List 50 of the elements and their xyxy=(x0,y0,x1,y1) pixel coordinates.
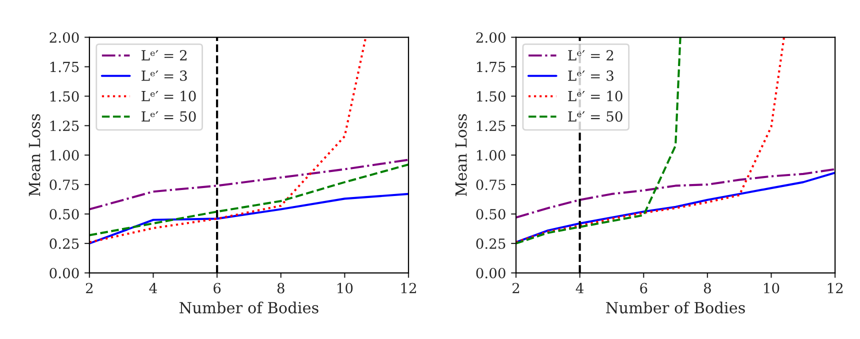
line-series xyxy=(516,172,836,244)
y-tick-label: 1.75 xyxy=(50,62,79,72)
x-tick-label: 12 xyxy=(828,282,843,294)
y-tick-label: 0.75 xyxy=(50,180,79,190)
y-tick-label: 1.00 xyxy=(50,150,79,161)
y-tick-label: 1.50 xyxy=(50,91,79,102)
legend-label: Lᵉ′ = 10 xyxy=(142,90,196,102)
x-axis-title: Number of Bodies xyxy=(180,302,318,314)
y-tick-label: 0.75 xyxy=(476,180,506,190)
y-tick-label: 0.25 xyxy=(50,238,79,249)
line-series xyxy=(516,168,836,219)
x-tick-label: 10 xyxy=(338,282,353,294)
line-series xyxy=(89,192,408,244)
y-tick-label: 1.75 xyxy=(477,62,506,72)
y-tick-label: 1.25 xyxy=(50,120,79,132)
x-tick-label: 6 xyxy=(640,282,648,294)
y-tick-label: 1.25 xyxy=(477,120,506,132)
line-series xyxy=(89,163,408,236)
legend-label: Lᵉ′ = 2 xyxy=(142,50,187,60)
x-tick-label: 10 xyxy=(764,282,780,294)
legend-label: Lᵉ′ = 3 xyxy=(568,70,614,81)
y-axis-title: Mean Loss xyxy=(28,114,40,196)
x-tick-label: 6 xyxy=(214,282,221,294)
y-tick-label: 1.00 xyxy=(477,150,506,161)
line-series xyxy=(516,37,682,244)
x-tick-label: 2 xyxy=(86,282,92,294)
x-tick-label: 8 xyxy=(704,282,711,294)
y-tick-label: 2.00 xyxy=(476,32,506,43)
y-axis-title: Mean Loss xyxy=(455,114,467,196)
line-series xyxy=(516,37,786,244)
x-tick-label: 4 xyxy=(149,282,157,294)
y-tick-label: 0.25 xyxy=(476,238,506,249)
y-tick-label: 1.50 xyxy=(477,91,506,102)
legend-label: Lᵉ′ = 50 xyxy=(142,111,196,122)
y-tick-label: 0.00 xyxy=(476,268,506,278)
legend-label: Lᵉ′ = 50 xyxy=(568,111,622,122)
y-tick-label: 0.00 xyxy=(50,268,79,278)
y-tick-label: 2.00 xyxy=(50,32,79,43)
x-tick-label: 4 xyxy=(576,282,584,294)
line-series xyxy=(89,158,408,210)
x-axis-title: Number of Bodies xyxy=(606,302,745,314)
y-tick-label: 0.50 xyxy=(476,208,506,220)
legend-label: Lᵉ′ = 2 xyxy=(568,50,614,60)
legend-label: Lᵉ′ = 3 xyxy=(142,70,187,81)
legend-label: Lᵉ′ = 10 xyxy=(568,90,622,102)
x-tick-label: 2 xyxy=(512,282,520,294)
x-tick-label: 12 xyxy=(401,282,416,294)
y-tick-label: 0.50 xyxy=(50,208,79,220)
line-series xyxy=(89,37,367,244)
x-tick-label: 8 xyxy=(277,282,284,294)
